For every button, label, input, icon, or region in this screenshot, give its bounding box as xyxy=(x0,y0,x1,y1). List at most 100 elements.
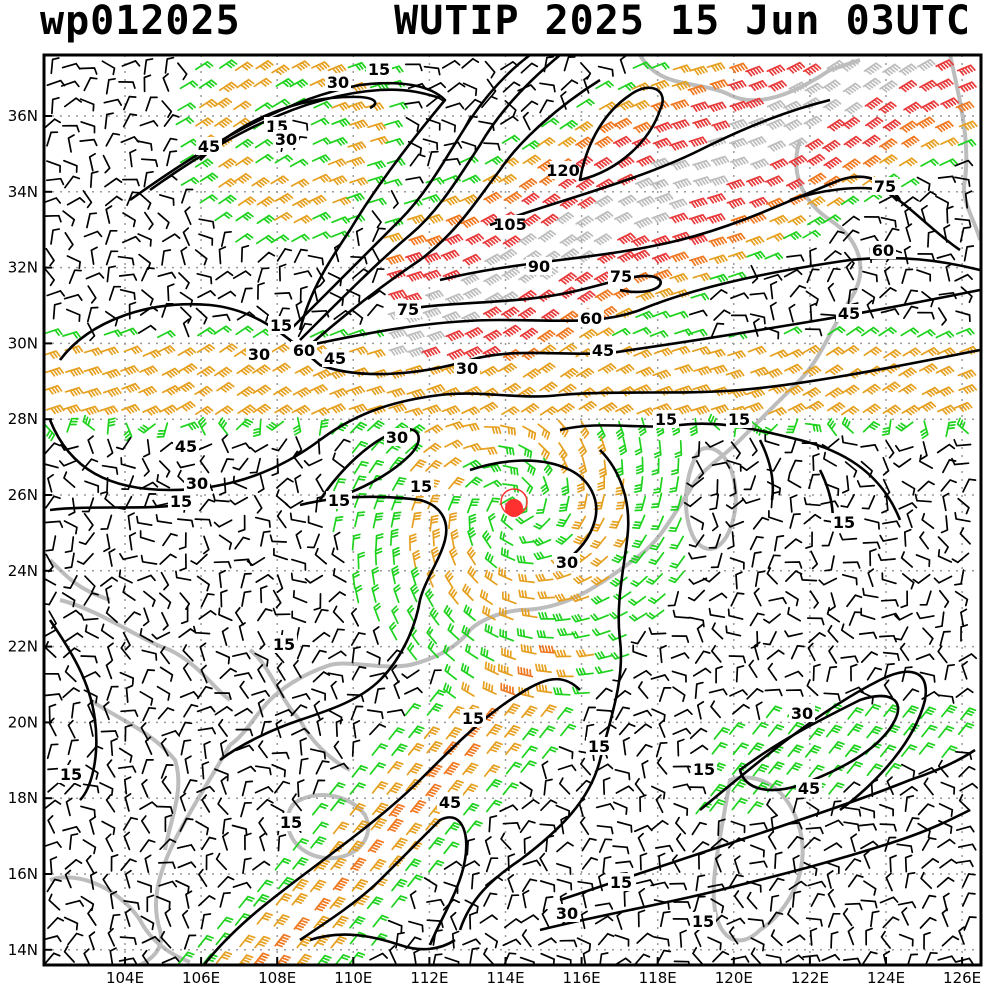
wind-barb xyxy=(71,701,81,719)
wind-barb xyxy=(180,606,189,625)
wind-barb xyxy=(917,253,935,261)
wind-barb xyxy=(199,172,219,182)
wind-barb xyxy=(240,287,253,303)
wind-barb xyxy=(83,230,103,238)
wind-barb xyxy=(561,477,570,496)
wind-barb xyxy=(118,569,133,584)
wind-barb xyxy=(270,175,289,185)
lon-tick-label: 110E xyxy=(334,969,372,987)
wind-barb xyxy=(462,287,482,300)
wind-barb xyxy=(104,492,117,509)
wind-barb xyxy=(633,349,652,359)
wind-barb xyxy=(121,382,141,393)
wind-barb xyxy=(197,685,213,700)
wind-barb xyxy=(327,64,347,75)
wind-barb xyxy=(66,197,86,206)
wind-barb xyxy=(231,824,248,837)
wind-barb xyxy=(332,196,351,206)
wind-barb xyxy=(405,176,424,184)
wind-barb xyxy=(484,569,498,586)
inland-border xyxy=(48,558,191,964)
wind-barb xyxy=(257,879,274,893)
wind-barb xyxy=(158,460,171,478)
wind-barb xyxy=(45,177,65,186)
wind-barb xyxy=(219,892,231,908)
wind-barb xyxy=(749,535,764,551)
wind-barb xyxy=(274,780,291,794)
wind-barb xyxy=(688,328,708,337)
wind-barb xyxy=(850,663,858,682)
wind-barb xyxy=(369,952,388,961)
wind-barb xyxy=(256,214,275,224)
wind-barb xyxy=(391,837,408,851)
wind-barb xyxy=(215,852,228,871)
wind-barb xyxy=(696,623,704,643)
wind-barb xyxy=(271,98,291,108)
wind-barb xyxy=(442,269,462,282)
wind-barb xyxy=(683,496,702,508)
wind-barb xyxy=(907,953,919,965)
wind-barb xyxy=(105,229,118,245)
wind-barb xyxy=(479,446,498,455)
wind-barb xyxy=(920,347,940,357)
wind-barb xyxy=(709,273,729,283)
wind-barb xyxy=(63,471,76,488)
wind-barb xyxy=(184,206,192,226)
wind-barb xyxy=(927,230,936,248)
wind-barb xyxy=(404,703,422,716)
wind-barb xyxy=(307,194,327,206)
wind-barb xyxy=(271,763,286,778)
wind-barb xyxy=(66,255,81,270)
wind-barb xyxy=(920,100,940,113)
wind-barb xyxy=(258,817,268,836)
wind-barb xyxy=(297,779,305,798)
wind-barb xyxy=(123,345,143,355)
wind-barb xyxy=(936,443,956,454)
wind-barb xyxy=(183,703,199,718)
wind-barb xyxy=(218,607,233,622)
wind-barb xyxy=(312,369,332,380)
wind-barb xyxy=(920,420,929,439)
wind-barb xyxy=(276,248,293,262)
wind-barb xyxy=(120,136,140,144)
wind-barb xyxy=(215,405,234,415)
wind-barb xyxy=(841,345,860,355)
wind-barb xyxy=(823,156,842,170)
wind-barb xyxy=(785,954,805,963)
wind-barb xyxy=(821,953,841,962)
wind-barb xyxy=(557,136,577,148)
wind-barb xyxy=(901,480,916,496)
wind-barb xyxy=(254,786,274,794)
wind-barb xyxy=(484,623,499,638)
contour-75-a xyxy=(399,274,662,312)
wind-barb xyxy=(201,836,217,851)
contour-120 xyxy=(578,86,664,182)
wind-barb xyxy=(239,934,256,948)
wind-barb xyxy=(710,700,721,719)
wind-barb xyxy=(459,194,479,205)
wind-barb xyxy=(219,343,238,353)
wind-barb xyxy=(916,269,932,282)
contour-value-label: 30 xyxy=(327,73,349,92)
wind-barb xyxy=(332,516,344,533)
wind-barb xyxy=(276,574,284,594)
wind-barb xyxy=(920,871,933,889)
wind-barb xyxy=(485,857,499,873)
wind-barb xyxy=(919,671,936,683)
wind-barb xyxy=(44,628,58,638)
wind-barb xyxy=(916,116,936,129)
wind-barb xyxy=(482,235,501,248)
wind-barb xyxy=(590,576,610,586)
wind-barb xyxy=(802,229,821,239)
wind-barb xyxy=(235,156,254,167)
wind-barb xyxy=(616,821,633,833)
wind-barb xyxy=(920,158,939,167)
wind-barb xyxy=(870,910,880,928)
wind-barb xyxy=(235,325,254,336)
wind-barb xyxy=(862,134,881,148)
wind-barb xyxy=(866,667,883,681)
wind-barb xyxy=(441,59,461,69)
wind-barb xyxy=(350,705,364,721)
